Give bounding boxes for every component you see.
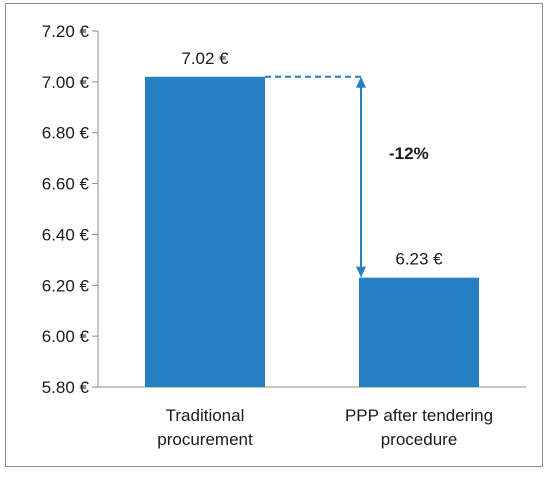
y-tick-label: 6.40 € — [42, 225, 90, 244]
data-label: 6.23 € — [395, 250, 443, 269]
arrow-head-down — [356, 266, 366, 278]
data-labels: 7.02 € 6.23 € — [181, 49, 443, 269]
y-tick-label: 6.20 € — [42, 276, 90, 295]
chart-frame — [5, 3, 543, 467]
category-label: PPP after tendering procedure — [345, 406, 493, 449]
y-tick-label: 7.00 € — [42, 73, 90, 92]
y-tick-label: 6.00 € — [42, 327, 90, 346]
bar — [359, 277, 479, 387]
bars — [145, 76, 479, 388]
y-tick-label: 7.20 € — [42, 22, 90, 41]
y-tick-label: 6.80 € — [42, 124, 90, 143]
category-labels: Traditional procurement PPP after tenderin… — [157, 406, 493, 449]
difference-annotation: -12% — [265, 75, 429, 278]
y-tick-label: 5.80 € — [42, 378, 90, 397]
y-tick-label: 6.60 € — [42, 175, 90, 194]
data-label: 7.02 € — [181, 49, 229, 68]
percent-change-label: -12% — [389, 144, 429, 163]
category-label: Traditional procurement — [157, 406, 253, 449]
bar — [145, 76, 265, 388]
y-axis: 5.80 € 6.00 € 6.20 € 6.40 € 6.60 € 6.80 € 7.00… — [42, 22, 526, 397]
arrow-head-up — [356, 76, 366, 88]
